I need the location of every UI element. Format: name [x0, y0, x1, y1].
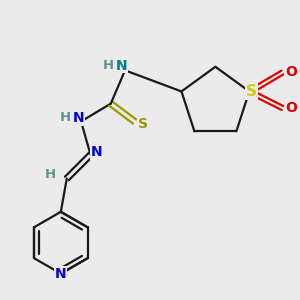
Text: N: N [91, 146, 102, 159]
Text: N: N [116, 58, 127, 73]
Text: S: S [246, 84, 257, 99]
Text: H: H [45, 169, 56, 182]
Text: N: N [73, 111, 85, 125]
Text: O: O [285, 65, 297, 80]
Text: H: H [60, 111, 71, 124]
Text: O: O [285, 101, 297, 115]
Text: N: N [55, 267, 67, 280]
Text: H: H [103, 59, 114, 72]
Text: S: S [138, 117, 148, 131]
